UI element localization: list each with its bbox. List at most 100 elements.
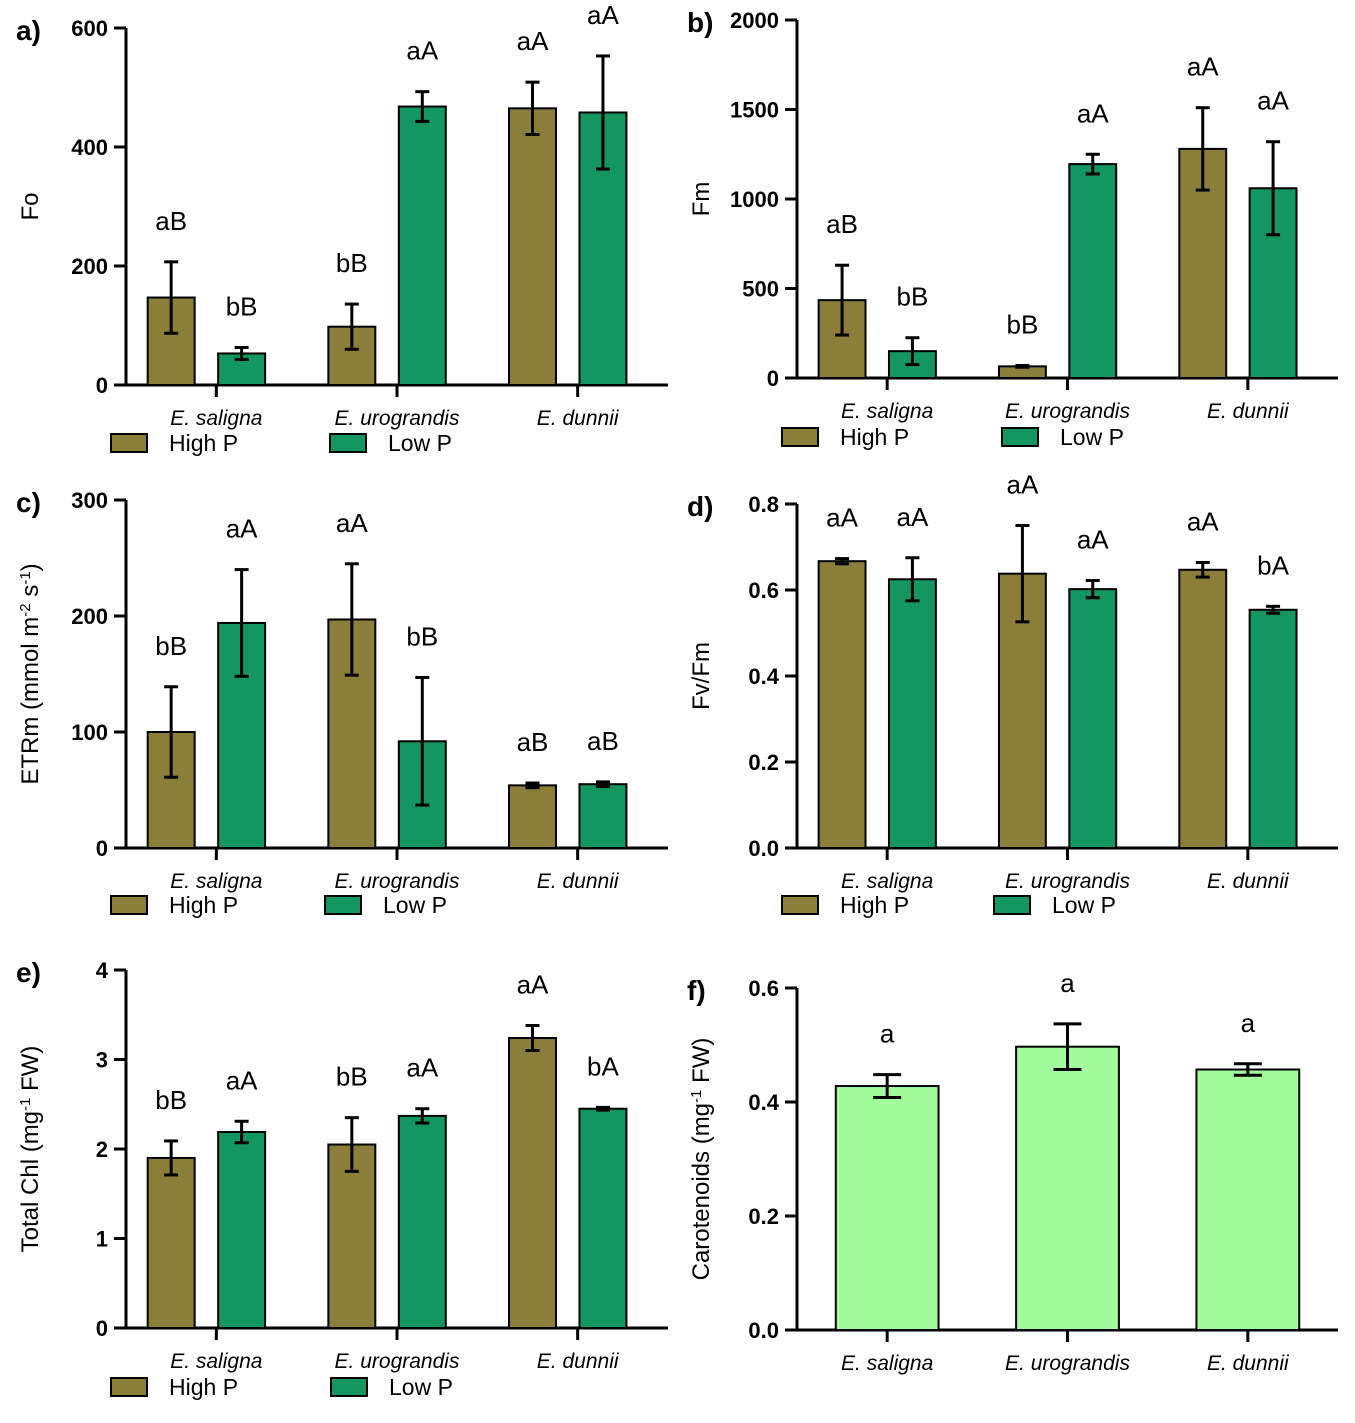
x-tick-label: E. urograndis — [1005, 870, 1130, 893]
x-tick-label: E. saligna — [170, 407, 262, 430]
x-tick-label: E. dunnii — [537, 407, 620, 430]
legend-swatch — [781, 427, 819, 447]
significance-label: aA — [826, 503, 858, 533]
panel-label: c) — [16, 487, 41, 518]
legend-label: Low P — [1060, 424, 1124, 450]
y-axis-label: Fm — [688, 182, 715, 217]
legend-swatch — [324, 895, 362, 915]
significance-label: aA — [336, 508, 368, 538]
bar — [397, 105, 447, 386]
legend-swatch — [329, 433, 367, 453]
significance-label: bA — [1257, 550, 1289, 580]
legend-swatch — [110, 1377, 148, 1397]
legend-swatch — [110, 895, 148, 915]
bar — [217, 1130, 267, 1329]
significance-label: a — [1241, 1008, 1256, 1038]
legend-swatch — [1001, 427, 1039, 447]
y-tick-label: 400 — [71, 135, 108, 160]
y-tick-label: 200 — [71, 604, 108, 629]
y-axis-label-superscript: -2 — [17, 603, 34, 616]
y-axis-label-superscript: -1 — [17, 571, 34, 584]
legend-label: Low P — [388, 430, 452, 456]
y-tick-label: 0.6 — [748, 976, 779, 1001]
bar — [817, 560, 867, 849]
y-tick-label: 0 — [96, 836, 108, 861]
significance-label: aA — [406, 1053, 438, 1083]
y-tick-label: 0 — [767, 366, 779, 391]
y-axis-label: ETRm (mmol m-2 s-1) — [17, 563, 45, 784]
x-tick-label: E. dunnii — [1207, 1352, 1290, 1375]
legend-label: High P — [169, 892, 238, 918]
y-tick-label: 600 — [71, 16, 108, 41]
significance-label: aA — [587, 0, 619, 30]
x-tick-label: E. saligna — [841, 870, 933, 893]
significance-label: aA — [1007, 470, 1039, 500]
panel-label: d) — [687, 491, 713, 522]
significance-label: bB — [226, 292, 258, 322]
significance-label: aA — [1077, 98, 1109, 128]
significance-label: bB — [1007, 309, 1039, 339]
y-axis-label-part: Carotenoids (mg — [688, 1103, 715, 1280]
x-tick-label: E. dunnii — [1207, 870, 1290, 893]
significance-label: bB — [155, 631, 187, 661]
bar — [834, 1085, 940, 1332]
y-axis-label-part: Fm — [688, 182, 715, 217]
y-tick-label: 2 — [96, 1137, 108, 1162]
significance-label: aA — [226, 514, 258, 544]
legend-label: Low P — [1052, 892, 1116, 918]
y-tick-label: 4 — [96, 958, 109, 983]
significance-label: aA — [1187, 52, 1219, 82]
y-tick-label: 0.8 — [748, 492, 779, 517]
bar — [508, 107, 557, 386]
significance-label: aA — [517, 26, 549, 56]
bar — [1068, 163, 1118, 379]
panel-label: a) — [16, 15, 41, 46]
significance-label: aB — [155, 206, 187, 236]
significance-label: bB — [336, 1062, 368, 1092]
y-tick-label: 0.6 — [748, 578, 779, 603]
x-tick-label: E. urograndis — [335, 1350, 460, 1373]
significance-label: aA — [1257, 86, 1289, 116]
y-axis-label: Fv/Fm — [688, 642, 715, 710]
significance-label: a — [1060, 968, 1075, 998]
x-tick-label: E. urograndis — [335, 407, 460, 430]
bar — [508, 1037, 557, 1330]
y-tick-label: 0 — [96, 373, 108, 398]
bar — [1068, 588, 1118, 849]
panel-label: f) — [687, 975, 706, 1006]
y-tick-label: 0.0 — [748, 836, 779, 861]
legend-swatch — [110, 433, 148, 453]
y-tick-label: 100 — [71, 720, 108, 745]
bar — [146, 1156, 196, 1329]
x-tick-label: E. urograndis — [335, 870, 460, 893]
legend-label: High P — [169, 430, 238, 456]
significance-label: aB — [826, 209, 858, 239]
bar — [508, 784, 557, 849]
y-axis-label: Fo — [17, 192, 44, 220]
y-axis-label-part: s — [17, 585, 44, 604]
bar — [1178, 568, 1228, 849]
y-tick-label: 0.4 — [748, 1090, 779, 1115]
significance-label: aA — [406, 36, 438, 66]
legend-swatch — [993, 895, 1031, 915]
y-axis-label-superscript: -1 — [688, 1090, 705, 1103]
y-axis-label-part: Fo — [17, 192, 44, 220]
bar — [578, 783, 628, 850]
y-tick-label: 0.0 — [748, 1318, 779, 1343]
y-tick-label: 1000 — [730, 187, 779, 212]
x-tick-label: E. dunnii — [537, 1350, 620, 1373]
panel-label: e) — [16, 957, 41, 988]
significance-label: bB — [155, 1085, 187, 1115]
legend-label: High P — [169, 1374, 238, 1400]
significance-label: bB — [897, 282, 929, 312]
y-tick-label: 0.4 — [748, 664, 779, 689]
legend-label: High P — [840, 424, 909, 450]
significance-label: a — [880, 1019, 895, 1049]
bar — [1195, 1068, 1301, 1331]
significance-label: bA — [587, 1051, 619, 1081]
y-tick-label: 1 — [96, 1227, 108, 1252]
